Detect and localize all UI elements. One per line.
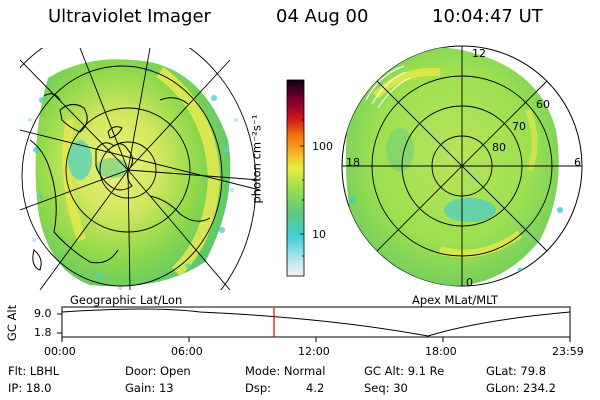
- strip-xtick-0000: 00:00: [44, 345, 76, 358]
- strip-xtick-2359: 23:59: [552, 345, 584, 358]
- info-ip: IP: 18.0: [8, 381, 52, 395]
- info-seq: Seq: 30: [364, 381, 408, 395]
- colorbar-tick-10: 10: [312, 228, 326, 241]
- magnetic-image: [345, 47, 563, 286]
- colorbar: [286, 79, 305, 277]
- magnetic-grid: [342, 46, 582, 286]
- info-glon: GLon: 234.2: [486, 381, 556, 395]
- strip-ytick-1-8: 1.8: [34, 326, 52, 339]
- strip-xtick-0600: 06:00: [171, 345, 203, 358]
- info-door: Door: Open: [125, 364, 191, 378]
- app-title: Ultraviolet Imager: [48, 6, 211, 27]
- info-filter: Flt: LBHL: [8, 364, 60, 378]
- altitude-curve: [61, 308, 571, 337]
- date: 04 Aug 00: [276, 6, 369, 27]
- colorbar-unit: photon cm⁻²s⁻¹: [249, 114, 264, 204]
- info-dsp-value: 4.2: [306, 381, 325, 395]
- strip-axis-label: GC Alt: [5, 304, 20, 342]
- mlt-label-18: 18: [346, 156, 360, 169]
- mlat-label-80: 80: [492, 141, 506, 154]
- mlt-label-0: 0: [466, 276, 473, 289]
- mlt-label-12: 12: [472, 47, 486, 60]
- strip-xtick-1200: 12:00: [298, 345, 330, 358]
- info-glat: GLat: 79.8: [486, 364, 547, 378]
- mlt-label-6: 6: [574, 156, 581, 169]
- strip-ytick-9: 9.0: [34, 307, 52, 320]
- colorbar-tick-100: 100: [312, 140, 333, 153]
- info-gc-alt: GC Alt: 9.1 Re: [364, 364, 445, 378]
- time: 10:04:47 UT: [432, 6, 543, 27]
- strip-xtick-1800: 18:00: [425, 345, 457, 358]
- colorbar-ticks: [300, 119, 304, 257]
- altitude-strip: [61, 306, 571, 338]
- mlat-label-70: 70: [512, 120, 526, 133]
- left-panel-label: Geographic Lat/Lon: [70, 293, 183, 307]
- continent-outlines: [29, 93, 211, 271]
- info-mode: Mode: Normal: [245, 364, 326, 378]
- info-gain: Gain: 13: [125, 381, 174, 395]
- geographic-image: [28, 59, 238, 290]
- right-panel-label: Apex MLat/MLT: [412, 293, 499, 307]
- geographic-grid: [20, 48, 260, 290]
- mlat-label-60: 60: [536, 98, 550, 111]
- info-dsp: Dsp:: [245, 381, 272, 395]
- strip-ticks: [57, 313, 571, 342]
